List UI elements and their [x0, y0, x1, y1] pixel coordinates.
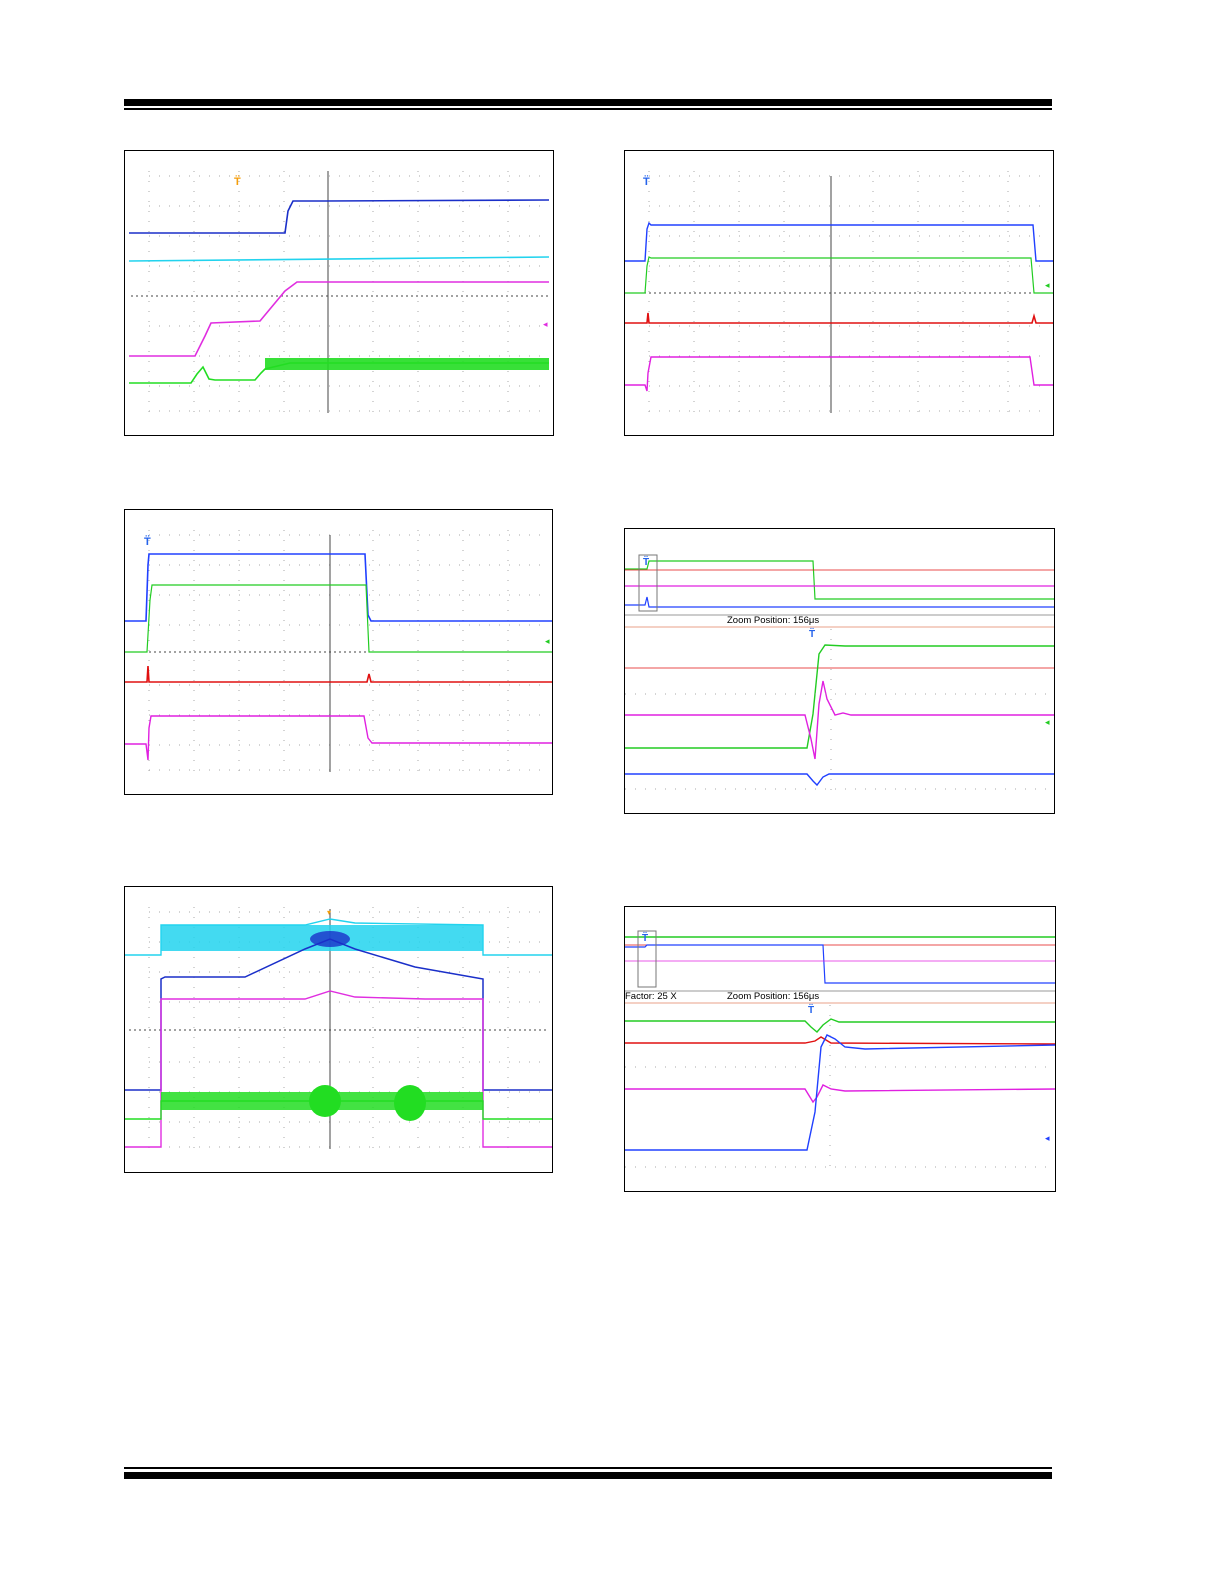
- scope-2-trace-magenta: [625, 356, 1053, 392]
- scope-1-svg: T̈ ◂: [128, 171, 550, 413]
- scope-capture-1: T̈ ◂: [124, 150, 554, 436]
- scope-capture-6: T̈ Factor: 25 X Zoom Position: 156μs T̈ …: [624, 906, 1056, 1192]
- scope-5-blue-burst-left: [310, 931, 350, 947]
- scope-4-zoom-green: [625, 644, 1054, 749]
- scope-4-zoom-magenta: [625, 680, 1054, 760]
- scope-2-trace-green: [625, 256, 1053, 294]
- scope-3-svg: T̈ ◂: [125, 530, 552, 772]
- scope-1-magenta-marker: ◂: [543, 319, 548, 329]
- scope-4-zoom-trigger: T̈: [809, 627, 815, 640]
- scope-6-zoom-blue: [625, 1034, 1055, 1151]
- scope-6-zoom-position: Zoom Position: 156μs: [727, 991, 819, 1002]
- scope-6-svg: T̈ Factor: 25 X Zoom Position: 156μs T̈ …: [625, 930, 1055, 1169]
- scope-1-trace-blue: [129, 199, 550, 234]
- scope-1-trace-magenta: [129, 281, 549, 357]
- scope-4-overview-trigger: T̈: [643, 555, 649, 568]
- scope-4-zoom-blue: [625, 773, 1054, 787]
- scope-5-green-burst-left: [309, 1085, 341, 1117]
- scope-1-trigger-marker: T̈: [234, 175, 241, 188]
- scope-4-zoom-window: [638, 554, 658, 612]
- scope-5-trigger-marker: ▾: [327, 908, 331, 917]
- header-rule-thick: [124, 99, 1052, 106]
- scope-4-svg: T̈ Zoom Position: 156μs T̈ ◂: [625, 554, 1054, 791]
- scope-5-green-burst-right: [394, 1085, 426, 1121]
- footer-rule-thick: [124, 1472, 1052, 1479]
- scope-3-trace-green: [125, 584, 552, 653]
- scope-3-grid: [148, 530, 549, 772]
- scope-1-trace-cyan: [128, 256, 550, 262]
- scope-1-green-noise: [265, 358, 549, 370]
- scope-2-trace-blue: [625, 221, 1053, 262]
- scope-6-zoom-green: [625, 1018, 1055, 1033]
- scope-capture-5: ▾: [124, 886, 553, 1173]
- scope-2-grid: [648, 171, 1049, 413]
- scope-capture-3: T̈ ◂: [124, 509, 553, 795]
- scope-4-overview-green: [625, 560, 1054, 600]
- scope-1-grid: [148, 171, 549, 413]
- scope-6-zoom-magenta: [625, 1084, 1055, 1104]
- scope-capture-2: T̈ ◂: [624, 150, 1054, 436]
- scope-5-trace-magenta: [125, 990, 552, 1148]
- header-rule-thin: [124, 108, 1052, 110]
- scope-4-overview-blue: [625, 596, 1054, 608]
- scope-4-green-marker: ◂: [1045, 717, 1050, 727]
- scope-2-svg: T̈ ◂: [625, 171, 1053, 413]
- scope-5-svg: ▾: [125, 907, 552, 1149]
- scope-3-trigger-marker: T̈: [144, 535, 151, 548]
- scope-4-zoom-position: Zoom Position: 156μs: [727, 615, 819, 626]
- scope-3-green-marker: ◂: [545, 636, 550, 646]
- scope-6-zoom-trigger: T̈: [808, 1003, 814, 1016]
- scope-6-zoom-window: [637, 930, 657, 988]
- scope-3-trace-blue: [125, 553, 552, 622]
- scope-6-grid: [625, 1005, 1055, 1169]
- scope-2-trigger-marker: T̈: [643, 175, 650, 188]
- scope-capture-4: T̈ Zoom Position: 156μs T̈ ◂: [624, 528, 1055, 814]
- scope-3-trace-magenta: [125, 715, 552, 761]
- scope-6-zoom-red: [625, 1036, 1055, 1045]
- footer-rule-thin: [124, 1467, 1052, 1469]
- scope-6-blue-marker: ◂: [1045, 1133, 1050, 1143]
- scope-5-trace-blue: [125, 938, 552, 1091]
- scope-3-trace-red: [125, 665, 552, 683]
- scope-6-zoom-factor: Factor: 25 X: [625, 991, 677, 1002]
- scope-6-overview-blue: [625, 944, 1055, 984]
- scope-6-overview-trigger: T̈: [642, 931, 648, 944]
- scope-2-green-marker: ◂: [1045, 280, 1050, 290]
- scope-2-trace-red: [625, 312, 1053, 324]
- scope-4-grid: [625, 629, 1054, 791]
